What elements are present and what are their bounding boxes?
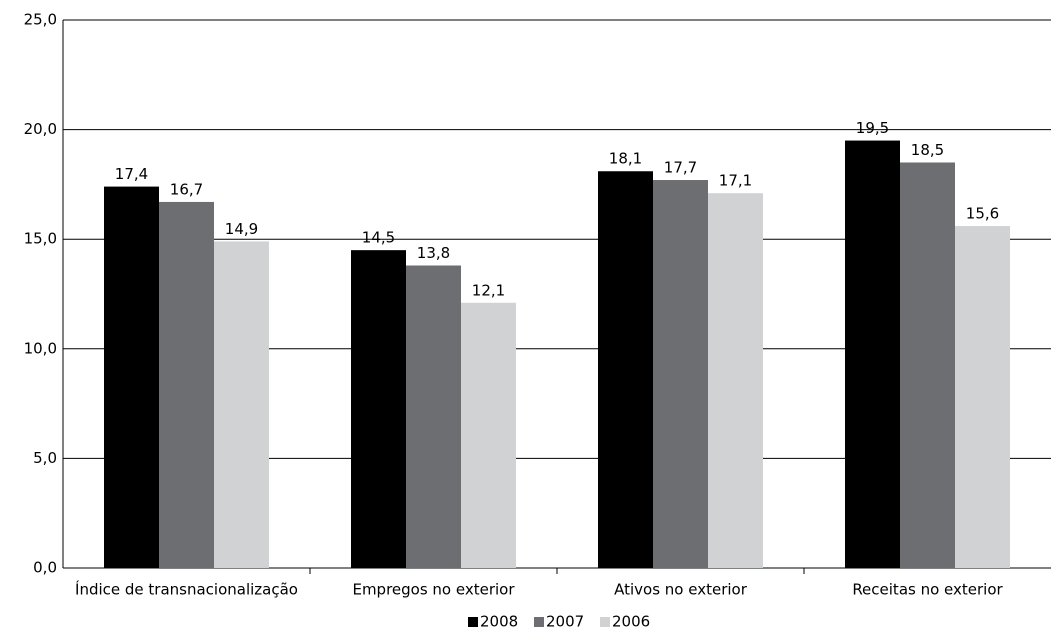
y-tick-label: 20,0 (24, 120, 57, 138)
value-label: 18,5 (911, 141, 944, 159)
value-label: 15,6 (966, 205, 999, 223)
x-tick-label: Ativos no exterior (614, 581, 748, 599)
x-tick-label: Empregos no exterior (352, 581, 515, 599)
legend-label: 2007 (546, 613, 584, 631)
value-label: 17,1 (719, 172, 752, 190)
value-label: 17,7 (664, 159, 697, 177)
bar (406, 265, 461, 568)
bar (351, 250, 406, 568)
bar (708, 193, 763, 568)
bar (955, 226, 1010, 568)
legend-swatch (600, 617, 610, 627)
y-tick-label: 0,0 (33, 559, 57, 577)
bar (214, 241, 269, 568)
value-label: 14,5 (362, 229, 395, 247)
value-label: 12,1 (472, 281, 505, 299)
value-label: 17,4 (115, 165, 148, 183)
legend-swatch (468, 617, 478, 627)
bar (598, 171, 653, 569)
bar (461, 302, 516, 568)
value-label: 18,1 (609, 150, 642, 168)
legend-label: 2008 (480, 613, 518, 631)
legend-swatch (534, 617, 544, 627)
y-tick-label: 25,0 (24, 11, 57, 29)
legend-label: 2006 (612, 613, 650, 631)
y-tick-label: 5,0 (33, 449, 57, 467)
bar (159, 201, 214, 568)
bar (653, 180, 708, 569)
x-tick-label: Receitas no exterior (852, 581, 1003, 599)
x-tick-label: Índice de transnacionalização (75, 580, 298, 599)
value-label: 14,9 (225, 220, 258, 238)
bar (104, 186, 159, 569)
bar (845, 140, 900, 568)
value-label: 13,8 (417, 244, 450, 262)
y-tick-label: 10,0 (24, 339, 57, 357)
bar (900, 162, 955, 569)
value-label: 19,5 (856, 119, 889, 137)
y-tick-label: 15,0 (24, 230, 57, 248)
value-label: 16,7 (170, 180, 203, 198)
